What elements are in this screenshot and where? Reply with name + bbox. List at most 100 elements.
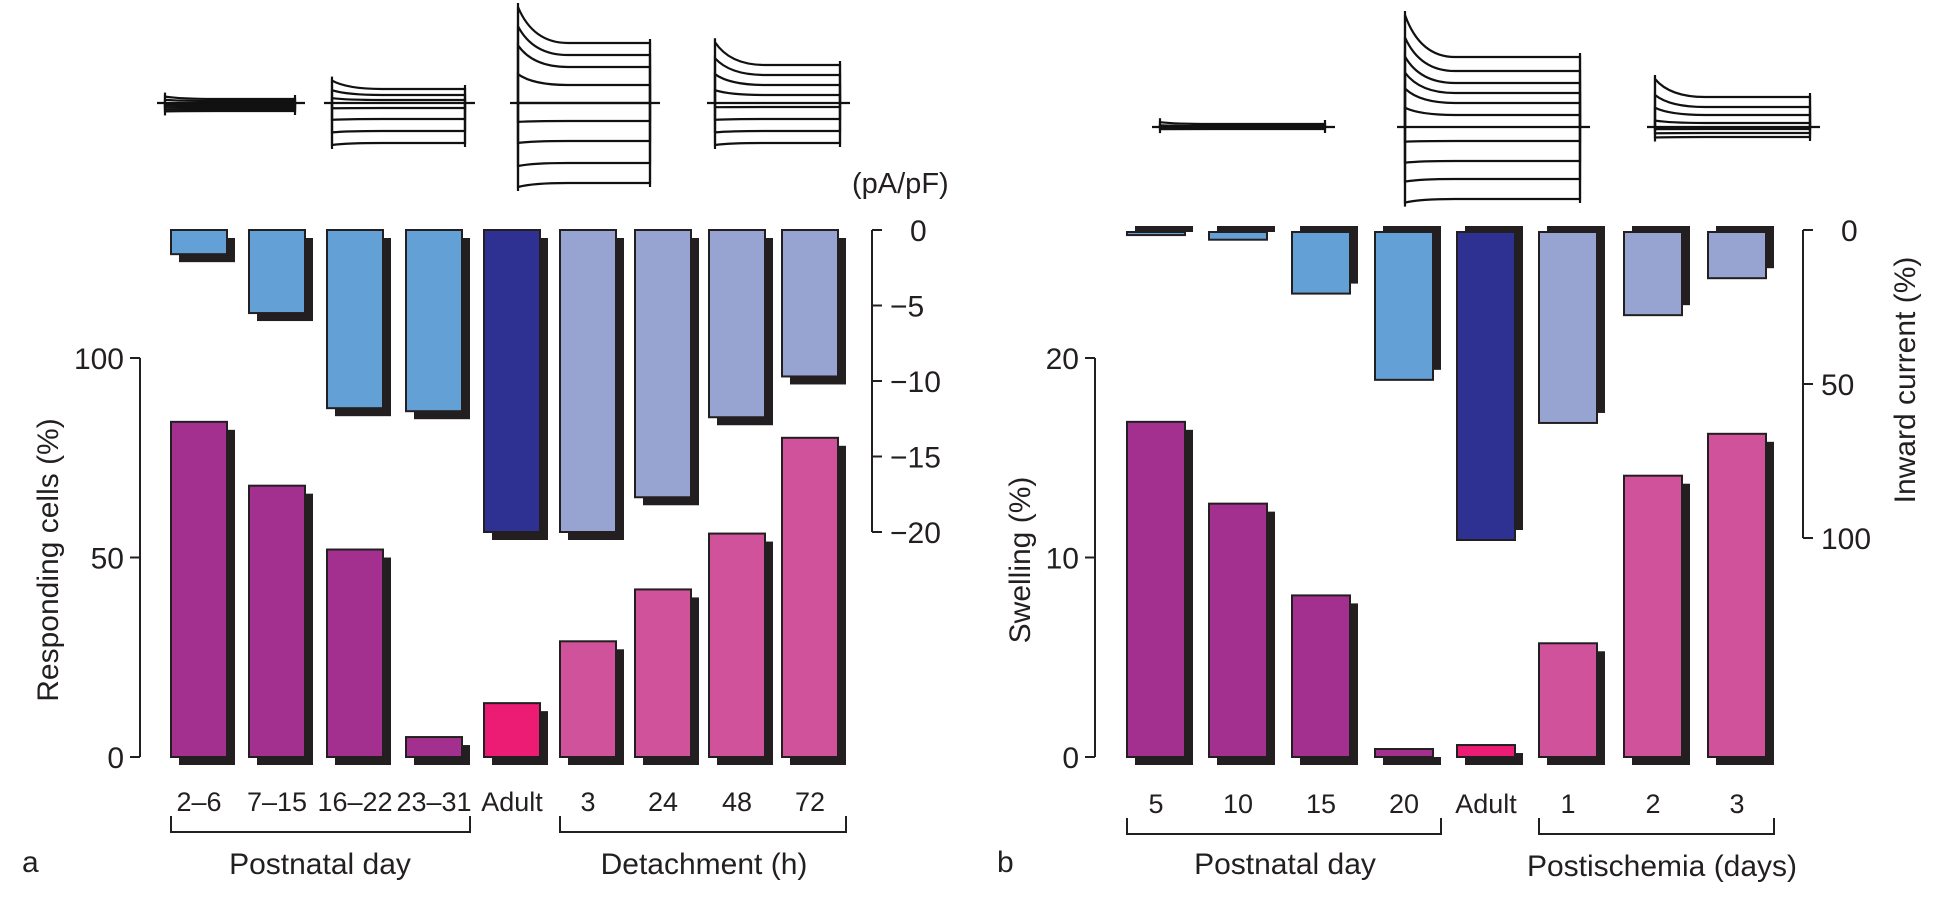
panel-b-current-bar-shadow: [1135, 226, 1193, 232]
panel-a-current-trace: [510, 3, 660, 191]
panel-b-current-bar: [1707, 231, 1767, 280]
panel-b-right-tick-label: 100: [1821, 523, 1871, 556]
panel-a-response-bar: [634, 588, 692, 758]
panel-a-trace-sweep: [330, 103, 467, 121]
panel-b-trace-sweep: [1403, 14, 1582, 127]
panel-b-left-tick-label: 10: [1046, 543, 1079, 576]
panel-a-left-tick-label: 100: [74, 343, 124, 376]
panel-a-current-bar: [170, 229, 228, 256]
panel-b-trace-sweep: [1403, 127, 1582, 183]
panel-a-response-bar: [248, 484, 306, 758]
panel-b-response-bar: [1291, 594, 1351, 759]
panel-a-group-label-0: Postnatal day: [229, 848, 411, 881]
panel-a-trace-sweep: [713, 88, 842, 103]
panel-a-category-label: 2–6: [176, 787, 221, 817]
panel-a-current-bar: [559, 229, 617, 533]
panel-a-response-bar: [483, 702, 541, 759]
panel-a-trace-sweep: [516, 72, 652, 103]
panel-a-response-bar: [405, 736, 463, 758]
panel-a: [130, 3, 882, 833]
panel-a-group-bracket: [170, 816, 471, 833]
panel-a-left-tick-label: 0: [107, 742, 124, 775]
panel-b-current-trace: [1152, 118, 1335, 134]
panel-a-group-bracket: [559, 816, 847, 833]
panel-a-trace-sweep: [516, 103, 652, 145]
panel-a-current-trace: [707, 38, 850, 149]
panel-a-trace-sweep: [516, 103, 652, 189]
panel-b-category-label: 3: [1729, 789, 1744, 819]
panel-b: [1085, 11, 1820, 835]
panel-b-category-label: 5: [1148, 789, 1163, 819]
panel-a-current-trace: [157, 92, 305, 116]
panel-b-trace-sweep: [1403, 127, 1582, 164]
panel-a-response-bar: [708, 532, 766, 758]
panel-a-trace-sweep: [516, 103, 652, 124]
panel-b-left-tick-label: 20: [1046, 343, 1079, 376]
panel-b-trace-sweep: [1403, 36, 1582, 127]
panel-a-trace-sweep: [516, 25, 652, 103]
panel-b-current-trace: [1397, 11, 1590, 207]
panel-b-response-bar-shadow: [1465, 753, 1523, 765]
panel-b-left-axis-title: Swelling (%): [1004, 477, 1037, 644]
panel-b-current-bar: [1456, 231, 1516, 541]
panel-b-current-bar: [1623, 231, 1683, 317]
panel-b-response-bar: [1456, 744, 1516, 759]
panel-b-left-tick-label: 0: [1062, 742, 1079, 775]
panel-b-response-bar-shadow: [1383, 757, 1441, 765]
panel-a-group-label-1: Detachment (h): [601, 848, 808, 881]
panel-a-left-axis-title: Responding cells (%): [32, 418, 65, 701]
panel-b-trace-sweep: [1403, 106, 1582, 127]
panel-b-response-bar: [1126, 420, 1186, 758]
panel-a-left-tick-label: 50: [91, 543, 124, 576]
panel-b-trace-sweep: [1403, 127, 1582, 204]
panel-a-right-axis-title: (pA/pF): [852, 168, 949, 200]
panel-b-current-bar: [1126, 231, 1186, 237]
panel-a-right-tick-label: 0: [910, 215, 927, 248]
panel-a-response-bar: [559, 640, 617, 758]
panel-a-response-bar: [781, 436, 839, 758]
panel-b-right-axis-title: Inward current (%): [1889, 257, 1922, 504]
panel-b-trace-sweep: [1158, 124, 1327, 128]
panel-a-right-tick-label: −10: [890, 366, 941, 399]
panel-b-category-label: Adult: [1455, 789, 1517, 819]
panel-a-category-label: 24: [648, 787, 678, 817]
panel-a-category-label: 3: [580, 787, 595, 817]
panel-a-trace-sweep: [713, 72, 842, 103]
panel-a-category-label: 48: [722, 787, 752, 817]
panel-a-current-bar: [708, 229, 766, 419]
panel-b-trace-sweep: [1653, 106, 1812, 127]
panel-b-response-bar: [1538, 642, 1598, 758]
panel-a-label: a: [22, 846, 39, 879]
panel-b-right-tick-label: 50: [1821, 369, 1854, 402]
panel-b-category-label: 1: [1560, 789, 1575, 819]
panel-a-category-label: 16–22: [317, 787, 392, 817]
panel-b-current-bar: [1374, 231, 1434, 381]
panel-b-current-trace: [1647, 75, 1820, 142]
panel-b-group-bracket: [1538, 818, 1775, 835]
panel-b-response-bar: [1623, 474, 1683, 758]
panel-a-category-label: Adult: [481, 787, 543, 817]
panel-a-response-bar: [326, 548, 384, 759]
panel-b-response-bar: [1208, 502, 1268, 759]
panel-a-response-bar: [170, 420, 228, 758]
panel-a-right-tick-label: −15: [890, 442, 941, 475]
panel-b-category-label: 10: [1223, 789, 1253, 819]
panel-b-group-label-1: Postischemia (days): [1527, 850, 1797, 883]
panel-b-current-bar: [1208, 231, 1268, 241]
panel-b-category-label: 15: [1306, 789, 1336, 819]
panel-b-current-bar: [1291, 231, 1351, 295]
panel-b-current-bar-shadow: [1217, 226, 1275, 232]
panel-a-right-tick-label: −20: [890, 517, 941, 550]
panel-a-current-bar: [483, 229, 541, 533]
panel-b-label: b: [997, 846, 1014, 879]
panel-b-trace-sweep: [1403, 86, 1582, 127]
panel-b-response-bar: [1374, 748, 1434, 759]
panel-a-trace-sweep: [516, 103, 652, 168]
panel-b-current-bar: [1538, 231, 1598, 424]
panel-a-current-bar: [326, 229, 384, 410]
panel-a-trace-sweep: [713, 103, 842, 147]
panel-a-category-label: 72: [795, 787, 825, 817]
panel-b-trace-sweep: [1653, 75, 1812, 127]
panel-a-trace-sweep: [713, 103, 842, 121]
